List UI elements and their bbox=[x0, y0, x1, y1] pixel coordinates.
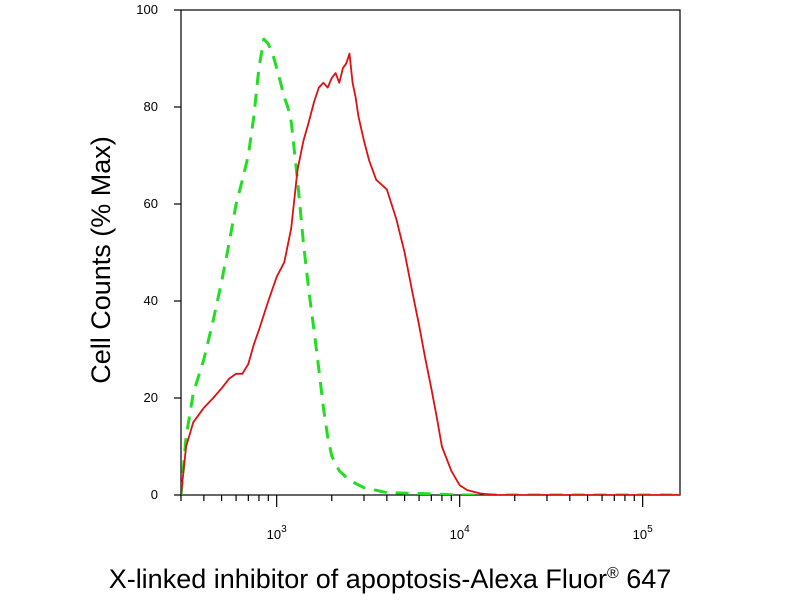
x-axis: 103 104 105 bbox=[180, 495, 653, 542]
plot-frame bbox=[180, 9, 681, 496]
plot-border bbox=[180, 9, 681, 496]
x-axis-title-superscript: ® bbox=[607, 565, 619, 582]
y-tick-label: 60 bbox=[144, 196, 158, 211]
y-tick-label: 80 bbox=[144, 99, 158, 114]
series-layer bbox=[181, 37, 680, 495]
x-axis-title-suffix: 647 bbox=[619, 564, 672, 594]
x-tick-label-base: 10 bbox=[267, 527, 281, 542]
y-tick-label: 100 bbox=[136, 2, 158, 17]
x-tick-label: 104 bbox=[450, 524, 470, 542]
x-tick-label-base: 10 bbox=[633, 527, 647, 542]
y-tick-label: 40 bbox=[144, 293, 158, 308]
y-tick-label: 0 bbox=[151, 487, 158, 502]
y-axis-title: Cell Counts (% Max) bbox=[86, 136, 116, 384]
control-histogram-line bbox=[181, 37, 680, 495]
x-tick-label-exponent: 5 bbox=[647, 524, 653, 535]
sample-histogram-line bbox=[181, 52, 680, 495]
x-tick-label-base: 10 bbox=[450, 527, 464, 542]
x-axis-title-main: X-linked inhibitor of apoptosis-Alexa Fl… bbox=[109, 564, 607, 594]
x-tick-label: 103 bbox=[267, 524, 287, 542]
x-tick-label-exponent: 4 bbox=[464, 524, 470, 535]
x-tick-label: 105 bbox=[633, 524, 653, 542]
x-tick-label-exponent: 3 bbox=[281, 524, 287, 535]
x-axis-title: X-linked inhibitor of apoptosis-Alexa Fl… bbox=[109, 564, 672, 594]
y-axis: 0 20 40 60 80 100 bbox=[136, 2, 181, 502]
y-tick-label: 20 bbox=[144, 390, 158, 405]
